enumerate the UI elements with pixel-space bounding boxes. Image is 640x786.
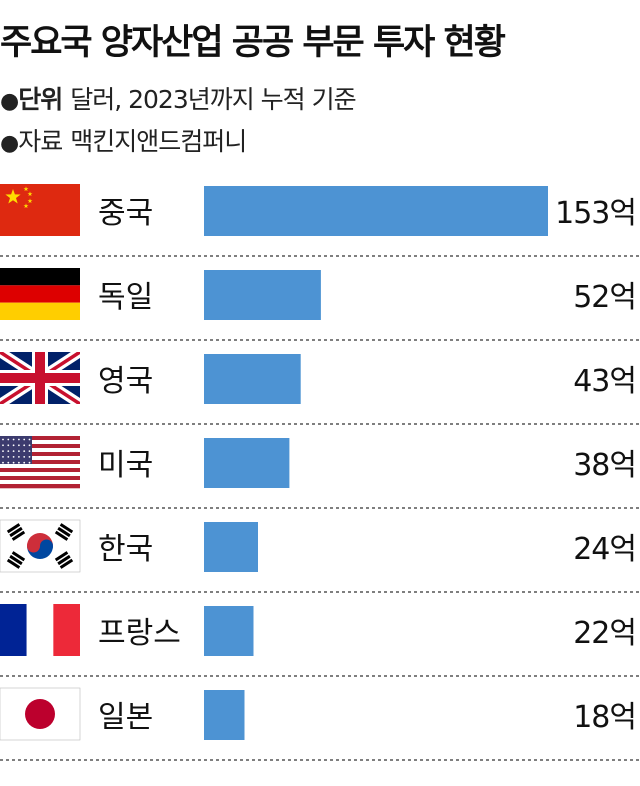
- category-label: 프랑스: [98, 616, 181, 651]
- bar: [204, 606, 254, 656]
- bar: [204, 522, 258, 572]
- france-flag-icon: [0, 604, 80, 656]
- china-flag-icon: [0, 184, 80, 236]
- bar: [204, 270, 321, 320]
- value-label: 52억: [573, 280, 636, 315]
- japan-flag-icon: [0, 687, 81, 741]
- chart-row: 독일 52억: [0, 268, 640, 341]
- value-label: 153억: [555, 196, 636, 231]
- usa-flag-icon: [0, 436, 80, 489]
- chart-row: 미국 38억: [0, 436, 640, 509]
- bar: [204, 186, 548, 236]
- bullet-icon: ●: [0, 89, 19, 114]
- value-label: 24억: [573, 532, 636, 567]
- category-label: 일본: [98, 700, 153, 735]
- bar: [204, 438, 290, 488]
- chart-title: 주요국 양자산업 공공 부문 투자 현황: [0, 23, 506, 63]
- chart-row: 영국 43억: [0, 352, 640, 425]
- chart-row: 일본 18억: [0, 687, 640, 761]
- category-label: 미국: [98, 448, 153, 483]
- unit-note: ●단위 달러, 2023년까지 누적 기준: [0, 80, 357, 116]
- value-label: 38억: [573, 448, 636, 483]
- chart-row: 프랑스 22억: [0, 604, 640, 677]
- unit-key: 단위: [18, 85, 63, 114]
- category-label: 중국: [98, 196, 153, 231]
- unit-value: 달러, 2023년까지 누적 기준: [70, 85, 356, 114]
- source-key: 자료: [18, 127, 63, 156]
- category-label: 독일: [98, 280, 153, 315]
- value-label: 43억: [573, 364, 636, 399]
- source-value: 맥킨지앤드컴퍼니: [70, 127, 247, 156]
- chart-row: 중국 153억: [0, 184, 640, 257]
- chart-row: 한국 24억: [0, 519, 640, 593]
- source-note: ●자료 맥킨지앤드컴퍼니: [0, 122, 247, 158]
- category-label: 영국: [98, 364, 153, 399]
- bar: [204, 354, 301, 404]
- value-label: 22억: [573, 616, 636, 651]
- bullet-icon: ●: [0, 131, 19, 156]
- bar: [204, 690, 245, 740]
- uk-flag-icon: [0, 352, 80, 404]
- korea-flag-icon: [0, 519, 81, 573]
- germany-flag-icon: [0, 268, 80, 320]
- category-label: 한국: [98, 532, 153, 567]
- value-label: 18억: [573, 700, 636, 735]
